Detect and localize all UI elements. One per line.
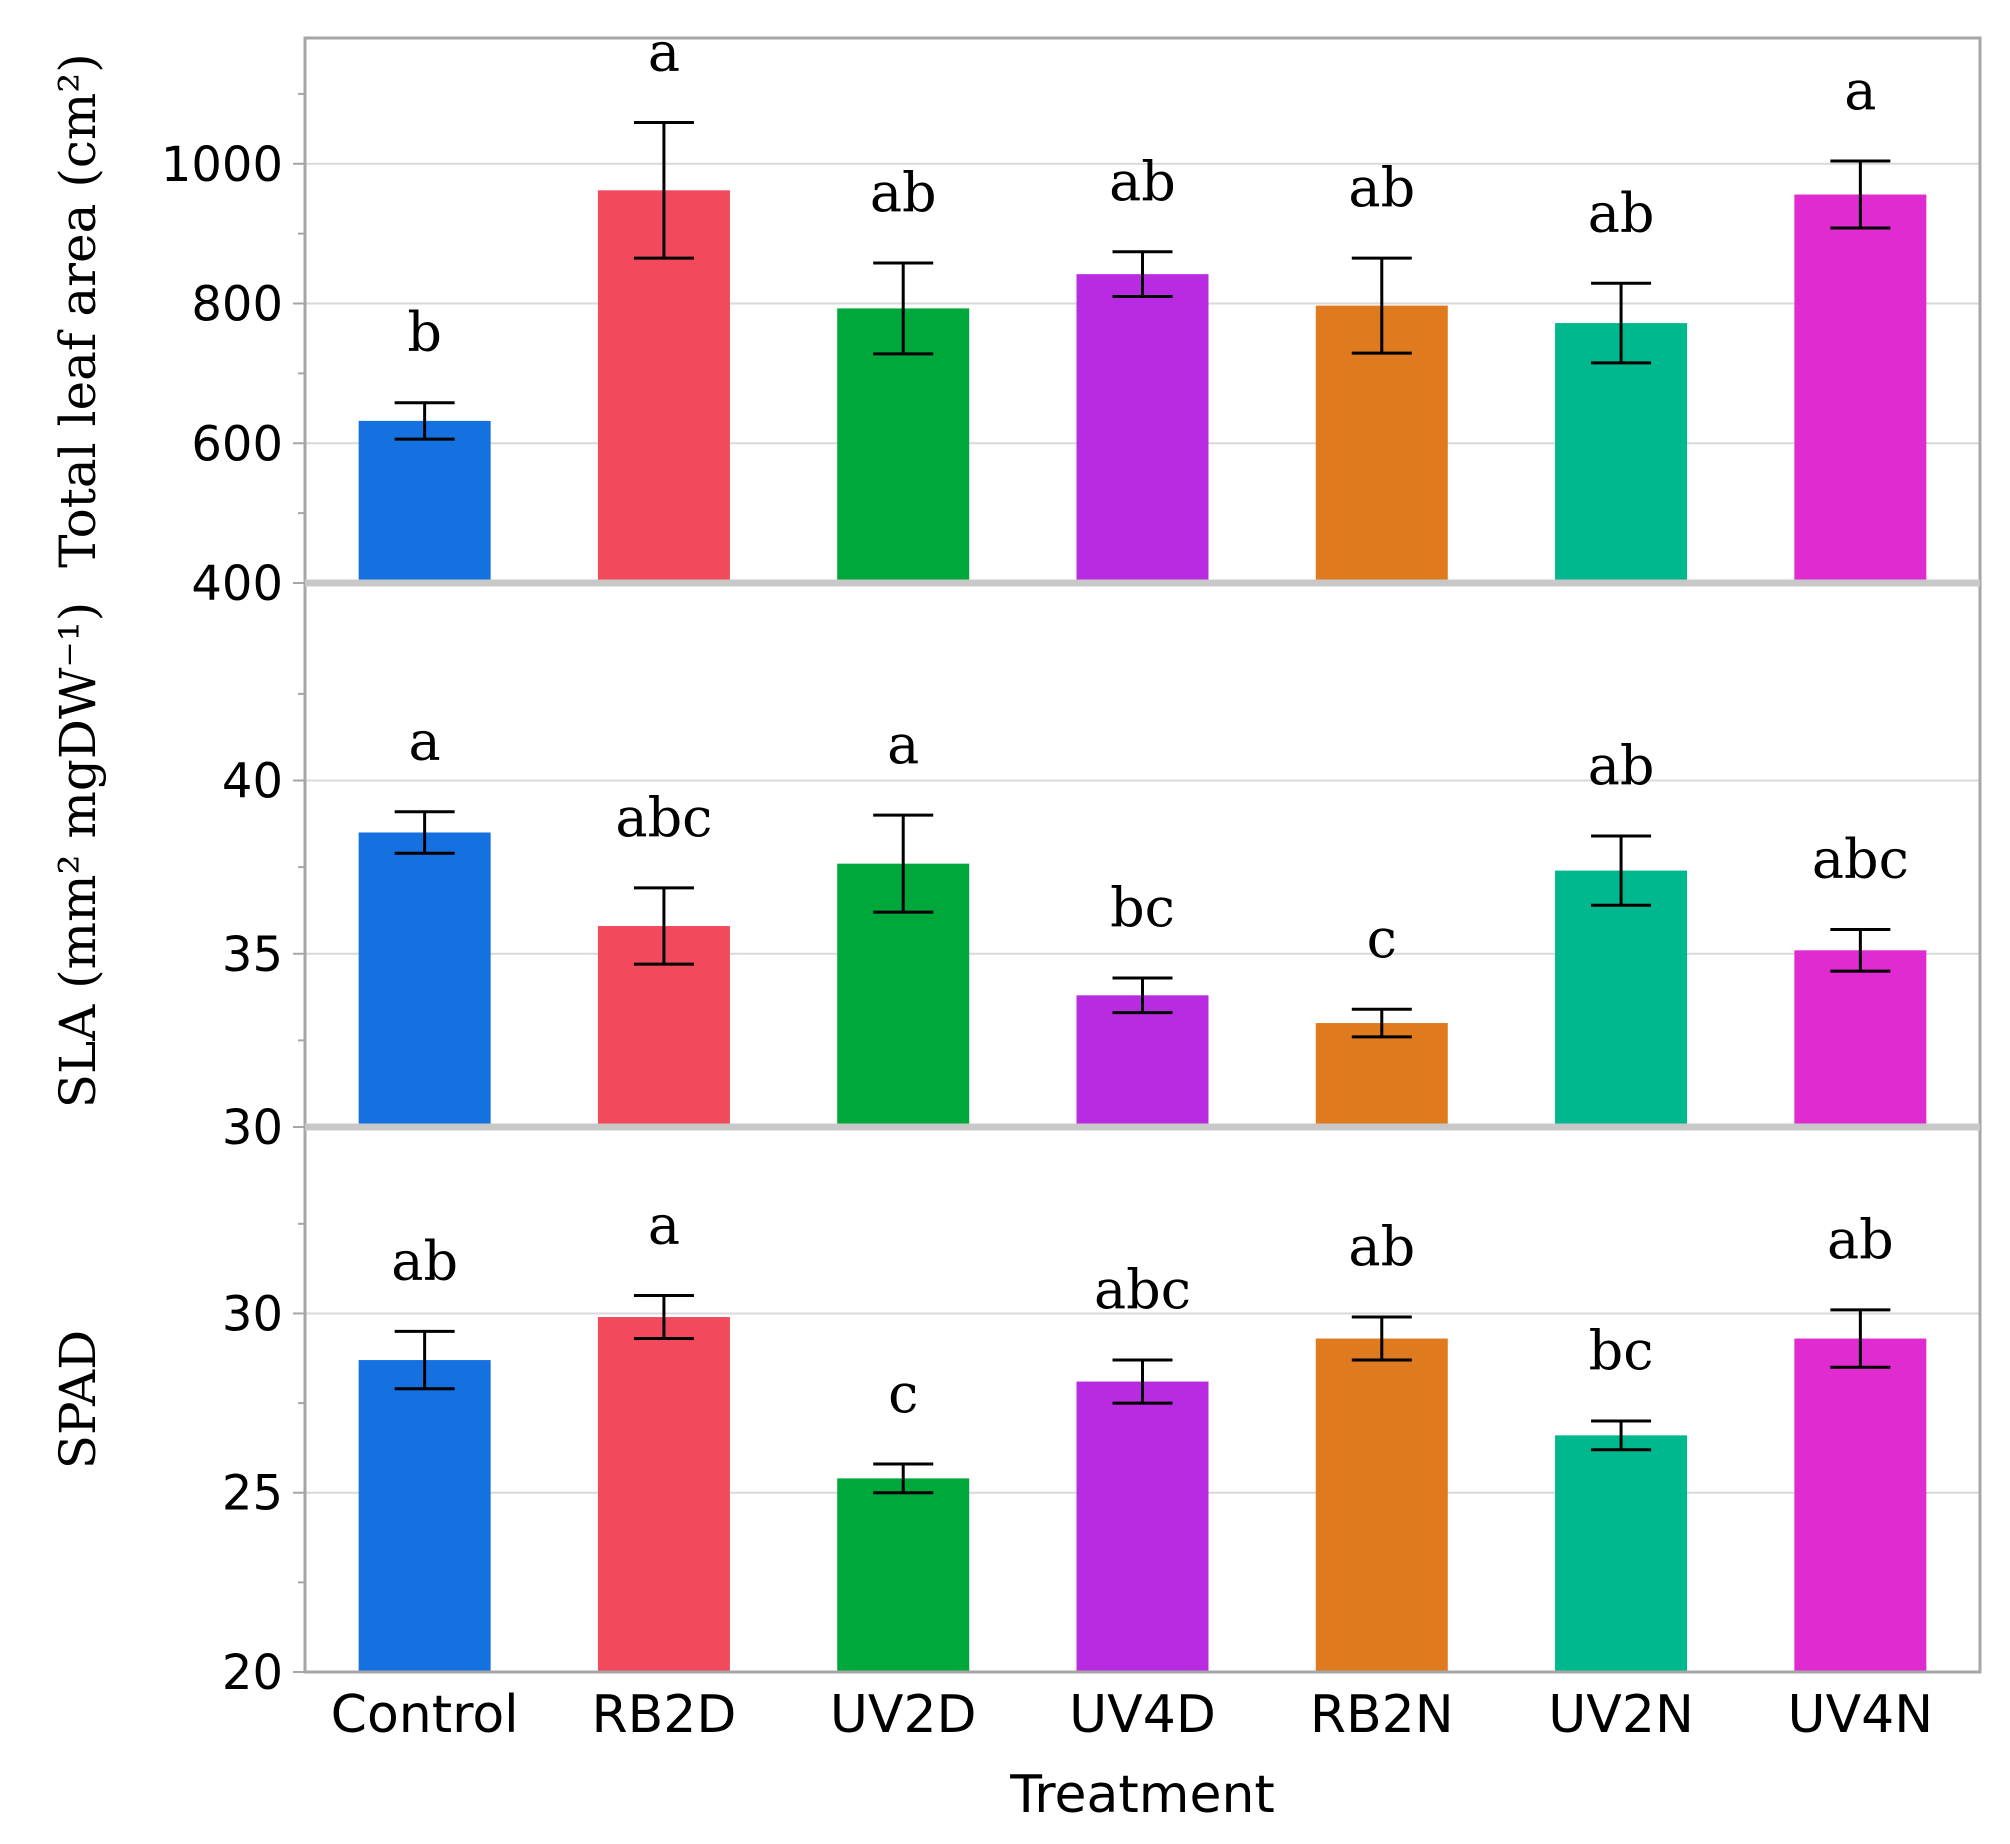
x-tick-label: RB2N (1310, 1685, 1454, 1745)
y-tick-label: 25 (222, 1466, 283, 1522)
y-axis-label: SPAD (49, 1330, 107, 1470)
significance-label: bc (1110, 876, 1175, 939)
bar-uv2n (1555, 323, 1688, 583)
bar-control (358, 420, 491, 583)
x-tick-label: UV4D (1069, 1685, 1216, 1745)
significance-label: bc (1589, 1319, 1654, 1382)
bar-uv2n (1555, 870, 1688, 1127)
bar-uv4d (1076, 274, 1209, 583)
bar-uv4n (1794, 950, 1927, 1127)
significance-label: ab (1588, 181, 1655, 244)
x-tick-label: UV4N (1788, 1685, 1934, 1745)
y-axis-label: Total leaf area (cm²) (49, 53, 107, 568)
significance-label: ab (870, 161, 937, 224)
significance-label: abc (1094, 1258, 1191, 1321)
bar-control (358, 1360, 491, 1672)
bar-uv4d (1076, 995, 1209, 1127)
significance-label: abc (1812, 827, 1909, 890)
x-axis-label: Treatment (1009, 1765, 1275, 1825)
bar-uv2n (1555, 1435, 1688, 1672)
significance-label: ab (1827, 1208, 1894, 1271)
x-tick-label: RB2D (591, 1685, 736, 1745)
significance-label: ab (1348, 156, 1415, 219)
bar-control (358, 832, 491, 1127)
significance-label: c (888, 1362, 918, 1425)
x-tick-label: Control (331, 1685, 519, 1745)
significance-label: abc (615, 786, 712, 849)
significance-label: b (407, 301, 442, 364)
y-tick-label: 20 (222, 1645, 283, 1701)
x-tick-label: UV2N (1548, 1685, 1694, 1745)
y-tick-label: 30 (222, 1286, 283, 1342)
bar-uv4n (1794, 194, 1927, 583)
y-tick-label: 30 (222, 1100, 283, 1156)
significance-label: ab (1348, 1215, 1415, 1278)
significance-label: a (648, 1194, 680, 1257)
significance-label: ab (1588, 734, 1655, 797)
bar-uv2d (837, 1478, 970, 1672)
significance-label: c (1367, 907, 1397, 970)
bar-uv4n (1794, 1338, 1927, 1672)
y-tick-label: 40 (222, 754, 283, 810)
y-tick-label: 1000 (161, 137, 283, 193)
significance-label: a (1844, 59, 1876, 122)
y-axis-label: SLA (mm² mgDW⁻¹) (49, 602, 107, 1109)
bar-rb2d (597, 1317, 730, 1672)
bar-uv4d (1076, 1381, 1209, 1672)
significance-label: ab (391, 1229, 458, 1292)
y-tick-label: 800 (191, 277, 283, 333)
significance-label: ab (1109, 150, 1176, 213)
significance-label: a (409, 710, 441, 773)
bar-rb2n (1315, 1023, 1448, 1127)
y-tick-label: 35 (222, 927, 283, 983)
significance-label: a (648, 21, 680, 84)
significance-label: a (887, 713, 919, 776)
y-tick-label: 600 (191, 416, 283, 472)
plot-frame (303, 36, 1982, 1674)
y-tick-label: 400 (191, 556, 283, 612)
x-tick-label: UV2D (830, 1685, 977, 1745)
bar-rb2n (1315, 1338, 1448, 1672)
